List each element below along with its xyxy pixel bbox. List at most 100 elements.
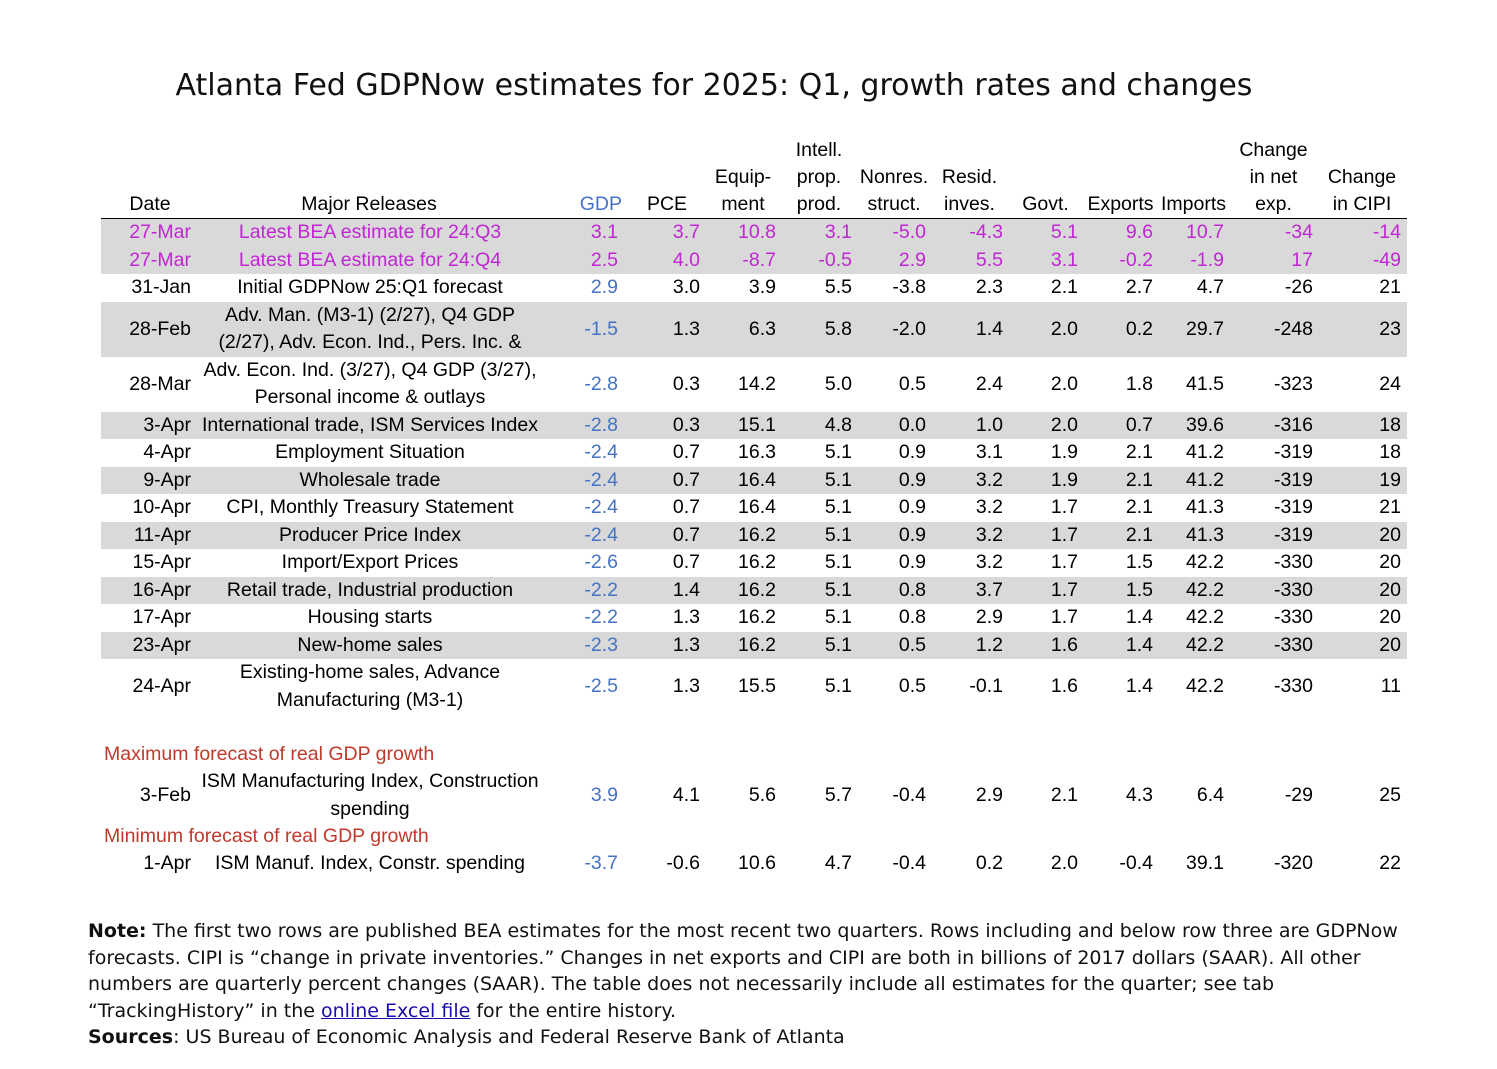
release-cell: International trade, ISM Services Index (201, 411, 539, 439)
change-net-exp-cell: -319 (1230, 466, 1319, 494)
change-net-exp-cell: -330 (1273, 551, 1313, 574)
release-cell: ISM Manufacturing Index, Construction sp… (201, 770, 539, 820)
intell-prop-cell: 5.1 (824, 441, 852, 464)
nonres-struct-cell: -3.8 (892, 276, 926, 299)
imports-cell: 41.3 (1186, 496, 1224, 519)
imports-cell: 41.2 (1159, 466, 1230, 494)
exports-cell: 1.4 (1084, 631, 1159, 659)
change-cipi-cell: 23 (1319, 301, 1407, 357)
equipment-cell: 15.1 (706, 411, 782, 439)
intell-prop-cell: 5.5 (824, 276, 852, 299)
govt-cell: 1.9 (1050, 441, 1078, 464)
table-row: 3-Apr International trade, ISM Services I… (101, 411, 1407, 439)
header-imports: Imports (1159, 137, 1230, 219)
exports-cell: 2.7 (1125, 276, 1153, 299)
nonres-struct-cell: 2.9 (858, 246, 932, 274)
spacer-cell (101, 714, 1407, 741)
change-cipi-cell: -49 (1319, 246, 1407, 274)
govt-cell: 2.0 (1050, 852, 1078, 875)
nonres-struct-cell: 0.9 (898, 496, 926, 519)
pce-cell: 3.7 (630, 218, 706, 247)
gdp-cell: 3.1 (539, 218, 630, 247)
online-excel-link[interactable]: online Excel file (321, 999, 471, 1022)
govt-cell: 2.1 (1050, 784, 1078, 806)
nonres-struct-cell: 0.5 (898, 372, 926, 395)
release-cell: Initial GDPNow 25:Q1 forecast (237, 276, 503, 298)
sources-line: Sources: US Bureau of Economic Analysis … (88, 1024, 1408, 1051)
section-row: Maximum forecast of real GDP growth (101, 741, 1407, 768)
notes-block: Note: The first two rows are published B… (88, 918, 1408, 1051)
pce-cell: 0.7 (630, 521, 706, 549)
intell-prop-cell: 5.1 (782, 576, 858, 604)
equipment-cell: 6.3 (706, 301, 782, 357)
gdp-cell: -2.8 (584, 372, 618, 395)
pce-cell: 0.7 (672, 496, 700, 519)
nonres-struct-cell: -5.0 (858, 218, 932, 247)
change-net-exp-cell: -319 (1273, 496, 1313, 519)
intell-prop-cell: 5.1 (782, 631, 858, 659)
release-cell: Latest BEA estimate for 24:Q4 (201, 246, 539, 274)
govt-cell: 1.7 (1009, 521, 1084, 549)
release-cell: ISM Manuf. Index, Constr. spending (214, 852, 525, 874)
resid-inves-cell: -0.1 (969, 675, 1003, 697)
imports-cell: 41.3 (1159, 521, 1230, 549)
exports-cell: 1.5 (1084, 576, 1159, 604)
equipment-cell: 16.4 (706, 466, 782, 494)
intell-prop-cell: 5.1 (824, 551, 852, 574)
pce-cell: 1.3 (672, 675, 700, 697)
change-net-exp-cell: -248 (1230, 301, 1319, 357)
date-cell: 28-Mar (129, 372, 191, 395)
nonres-struct-cell: -0.4 (892, 784, 926, 806)
table-row: 24-Apr Existing-home sales, Advance Manuf… (101, 659, 1407, 714)
equipment-cell: 14.2 (738, 372, 776, 395)
change-net-exp-cell: -330 (1230, 631, 1319, 659)
imports-cell: 29.7 (1159, 301, 1230, 357)
pce-cell: 4.0 (630, 246, 706, 274)
pce-cell: 4.1 (672, 784, 700, 806)
resid-inves-cell: -4.3 (932, 218, 1009, 247)
nonres-struct-cell: 0.5 (898, 675, 926, 697)
header-date: Date (101, 137, 201, 219)
change-cipi-cell: 19 (1319, 466, 1407, 494)
header-nonres-struct: Nonres. struct. (858, 137, 932, 219)
date-cell: 11-Apr (101, 521, 201, 549)
change-net-exp-cell: -323 (1273, 372, 1313, 395)
page-title: Atlanta Fed GDPNow estimates for 2025: Q… (175, 68, 1253, 103)
note-text-2: for the entire history. (470, 999, 677, 1022)
intell-prop-cell: 5.1 (824, 606, 852, 629)
date-cell: 3-Feb (140, 784, 191, 806)
section-cell: Minimum forecast of real GDP growth (101, 823, 1407, 850)
header-change-cipi: Change in CIPI (1319, 137, 1407, 219)
equipment-cell: 16.4 (738, 496, 776, 519)
nonres-struct-cell: 0.9 (898, 551, 926, 574)
gdp-cell: -2.2 (584, 606, 618, 629)
release-cell: Import/Export Prices (281, 551, 459, 573)
pce-cell: 3.0 (672, 276, 700, 299)
gdpnow-table: Date Major Releases GDP PCE Equip-ment I… (101, 137, 1407, 878)
equipment-cell: 16.3 (738, 441, 776, 464)
table-row: 1-Apr ISM Manuf. Index, Constr. spending -… (101, 850, 1407, 878)
intell-prop-cell: 5.1 (824, 496, 852, 519)
pce-cell: 0.7 (672, 441, 700, 464)
resid-inves-cell: 2.9 (975, 606, 1003, 629)
change-cipi-cell: 20 (1379, 551, 1401, 574)
equipment-cell: 15.5 (738, 675, 776, 697)
resid-inves-cell: 3.2 (932, 521, 1009, 549)
table-row: 28-Feb Adv. Man. (M3-1) (2/27), Q4 GDP (2… (101, 301, 1407, 357)
govt-cell: 3.1 (1009, 246, 1084, 274)
gdp-cell: -3.7 (584, 852, 618, 875)
pce-cell: -0.6 (666, 852, 700, 875)
table-row: 27-Mar Latest BEA estimate for 24:Q3 3.1 3.… (101, 218, 1407, 247)
date-cell: 27-Mar (101, 246, 201, 274)
resid-inves-cell: 3.7 (932, 576, 1009, 604)
govt-cell: 1.7 (1050, 606, 1078, 629)
date-cell: 27-Mar (101, 218, 201, 247)
intell-prop-cell: 4.7 (824, 852, 852, 875)
release-cell: Adv. Econ. Ind. (3/27), Q4 GDP (3/27), P… (203, 358, 537, 409)
release-cell: Wholesale trade (201, 466, 539, 494)
resid-inves-cell: 1.4 (932, 301, 1009, 357)
govt-cell: 1.7 (1009, 576, 1084, 604)
date-cell: 3-Apr (101, 411, 201, 439)
date-cell: 24-Apr (132, 675, 191, 697)
equipment-cell: 3.9 (748, 276, 776, 299)
